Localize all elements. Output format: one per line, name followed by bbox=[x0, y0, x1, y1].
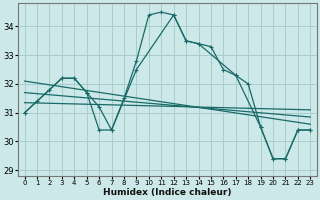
X-axis label: Humidex (Indice chaleur): Humidex (Indice chaleur) bbox=[103, 188, 232, 197]
